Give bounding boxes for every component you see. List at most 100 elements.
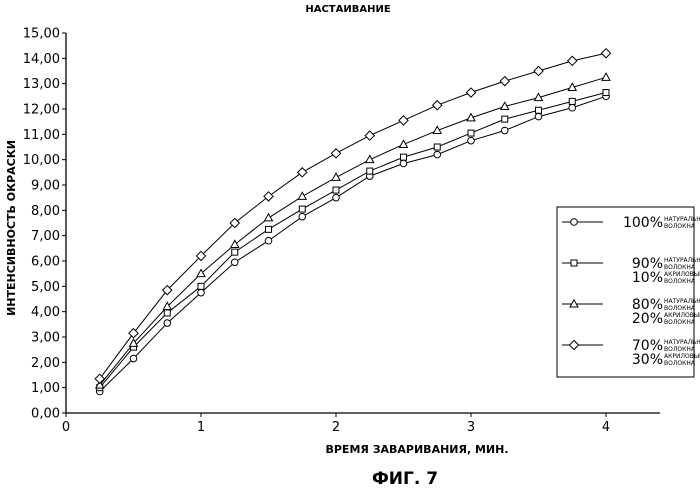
y-tick-label: 3,00	[31, 331, 60, 346]
series-3-point	[162, 301, 173, 311]
legend-fiber-type-secondary: АКРИЛОВЫЕ	[664, 312, 700, 319]
series-2-point	[535, 106, 542, 114]
y-tick-label: 15,00	[23, 27, 60, 42]
series-4-point	[128, 327, 139, 339]
series-1-point	[197, 288, 205, 297]
legend-marker	[568, 339, 580, 351]
series-3-point	[533, 92, 544, 102]
y-tick-label: 12,00	[23, 103, 60, 118]
series-3-point	[499, 101, 510, 110]
series-group	[94, 47, 612, 396]
series-3-point	[567, 82, 578, 91]
series-2-point	[163, 309, 171, 317]
legend-entry-1: 100%НАТУРАЛЬНЫЕВОЛОКНА	[562, 215, 700, 231]
x-tick-label: 2	[332, 420, 340, 435]
series-1	[95, 92, 610, 396]
series-1-point	[500, 126, 509, 135]
series-4-line	[99, 52, 607, 380]
legend-fiber-type: НАТУРАЛЬНЫЕ	[664, 216, 700, 223]
series-1-point	[129, 354, 138, 363]
legend-percent: 90%	[632, 256, 663, 272]
series-4-point	[566, 55, 578, 67]
y-tick-label: 4,00	[31, 305, 60, 320]
series-2-point	[568, 97, 576, 105]
series-3-point	[466, 112, 476, 122]
series-2-point	[433, 143, 441, 151]
series-2-point	[197, 282, 205, 290]
series-3-point	[432, 125, 443, 135]
legend: 100%НАТУРАЛЬНЫЕВОЛОКНА90%НАТУРАЛЬНЫЕВОЛО…	[556, 206, 700, 378]
series-2-point	[467, 129, 475, 137]
series-1-point	[298, 212, 307, 221]
legend-fiber-type: ВОЛОКНА	[664, 346, 696, 353]
series-3-point	[601, 72, 611, 81]
series-2-point	[400, 153, 407, 161]
series-2-point	[366, 167, 374, 175]
y-tick-label: 10,00	[23, 153, 60, 168]
legend-percent-secondary: 20%	[632, 311, 663, 327]
series-1-line	[99, 95, 607, 392]
series-3-point	[94, 379, 105, 389]
legend-fiber-type-secondary: ВОЛОКНА	[664, 278, 696, 285]
y-tick-label: 1,00	[31, 381, 60, 396]
series-4-point	[94, 373, 106, 385]
series-3-point	[263, 212, 274, 222]
series-4-point	[533, 65, 544, 77]
x-axis-label: ВРЕМЯ ЗАВАРИВАНИЯ, МИН.	[325, 443, 508, 456]
y-tick-label: 7,00	[31, 229, 60, 244]
series-1-point	[467, 136, 475, 145]
x-tick-label: 1	[197, 420, 205, 435]
series-3-point	[196, 268, 206, 278]
legend-frame	[556, 206, 695, 378]
legend-percent-secondary: 10%	[632, 270, 663, 286]
figure-label: ФИГ. 7	[372, 469, 438, 489]
y-tick-label: 2,00	[31, 356, 60, 371]
legend-percent-secondary: 30%	[632, 352, 663, 368]
legend-marker	[570, 259, 578, 267]
y-tick-label: 5,00	[31, 280, 60, 295]
series-1-point	[399, 159, 408, 168]
series-4-point	[398, 115, 409, 126]
series-1-point	[230, 258, 239, 267]
y-tick-label: 6,00	[31, 255, 60, 270]
series-4-point	[195, 250, 207, 262]
legend-fiber-type: ВОЛОКНА	[664, 305, 696, 312]
series-3-point	[297, 191, 308, 200]
y-tick-label: 14,00	[23, 52, 60, 67]
series-2-point	[602, 89, 610, 97]
y-tick-label: 8,00	[31, 204, 60, 219]
chart-title: НАСТАИВАНИЕ	[305, 4, 390, 15]
legend-marker	[570, 218, 578, 226]
legend-percent: 100%	[623, 215, 663, 231]
legend-fiber-type: НАТУРАЛЬНЫЕ	[664, 339, 700, 346]
y-axis-label: ИНТЕНСИВНОСТЬ ОКРАСКИ	[5, 140, 18, 316]
legend-fiber-type: ВОЛОКНА	[664, 223, 696, 230]
y-tick-label: 9,00	[31, 179, 60, 194]
series-3-point	[331, 172, 341, 181]
series-4-point	[499, 75, 511, 87]
series-4-point	[229, 217, 241, 229]
x-tick-label: 3	[467, 420, 475, 435]
series-3-point	[128, 338, 139, 347]
legend-percent: 80%	[632, 297, 663, 313]
series-4-point	[465, 87, 477, 98]
x-tick-label: 4	[602, 420, 610, 435]
legend-fiber-type: НАТУРАЛЬНЫЕ	[664, 257, 700, 264]
series-2-point	[501, 115, 509, 123]
series-4-point	[364, 130, 376, 141]
legend-fiber-type-secondary: АКРИЛОВЫЕ	[664, 353, 700, 360]
series-1-point	[433, 150, 442, 159]
legend-percent: 70%	[632, 338, 663, 354]
series-1-point	[163, 319, 172, 327]
series-4-point	[431, 99, 443, 111]
series-3-line	[99, 76, 607, 386]
series-4-point	[263, 191, 274, 202]
series-4-point	[161, 284, 173, 296]
x-tick-label: 0	[62, 420, 70, 435]
series-3-point	[364, 154, 375, 164]
series-1-point	[332, 193, 340, 202]
series-2	[96, 89, 610, 392]
